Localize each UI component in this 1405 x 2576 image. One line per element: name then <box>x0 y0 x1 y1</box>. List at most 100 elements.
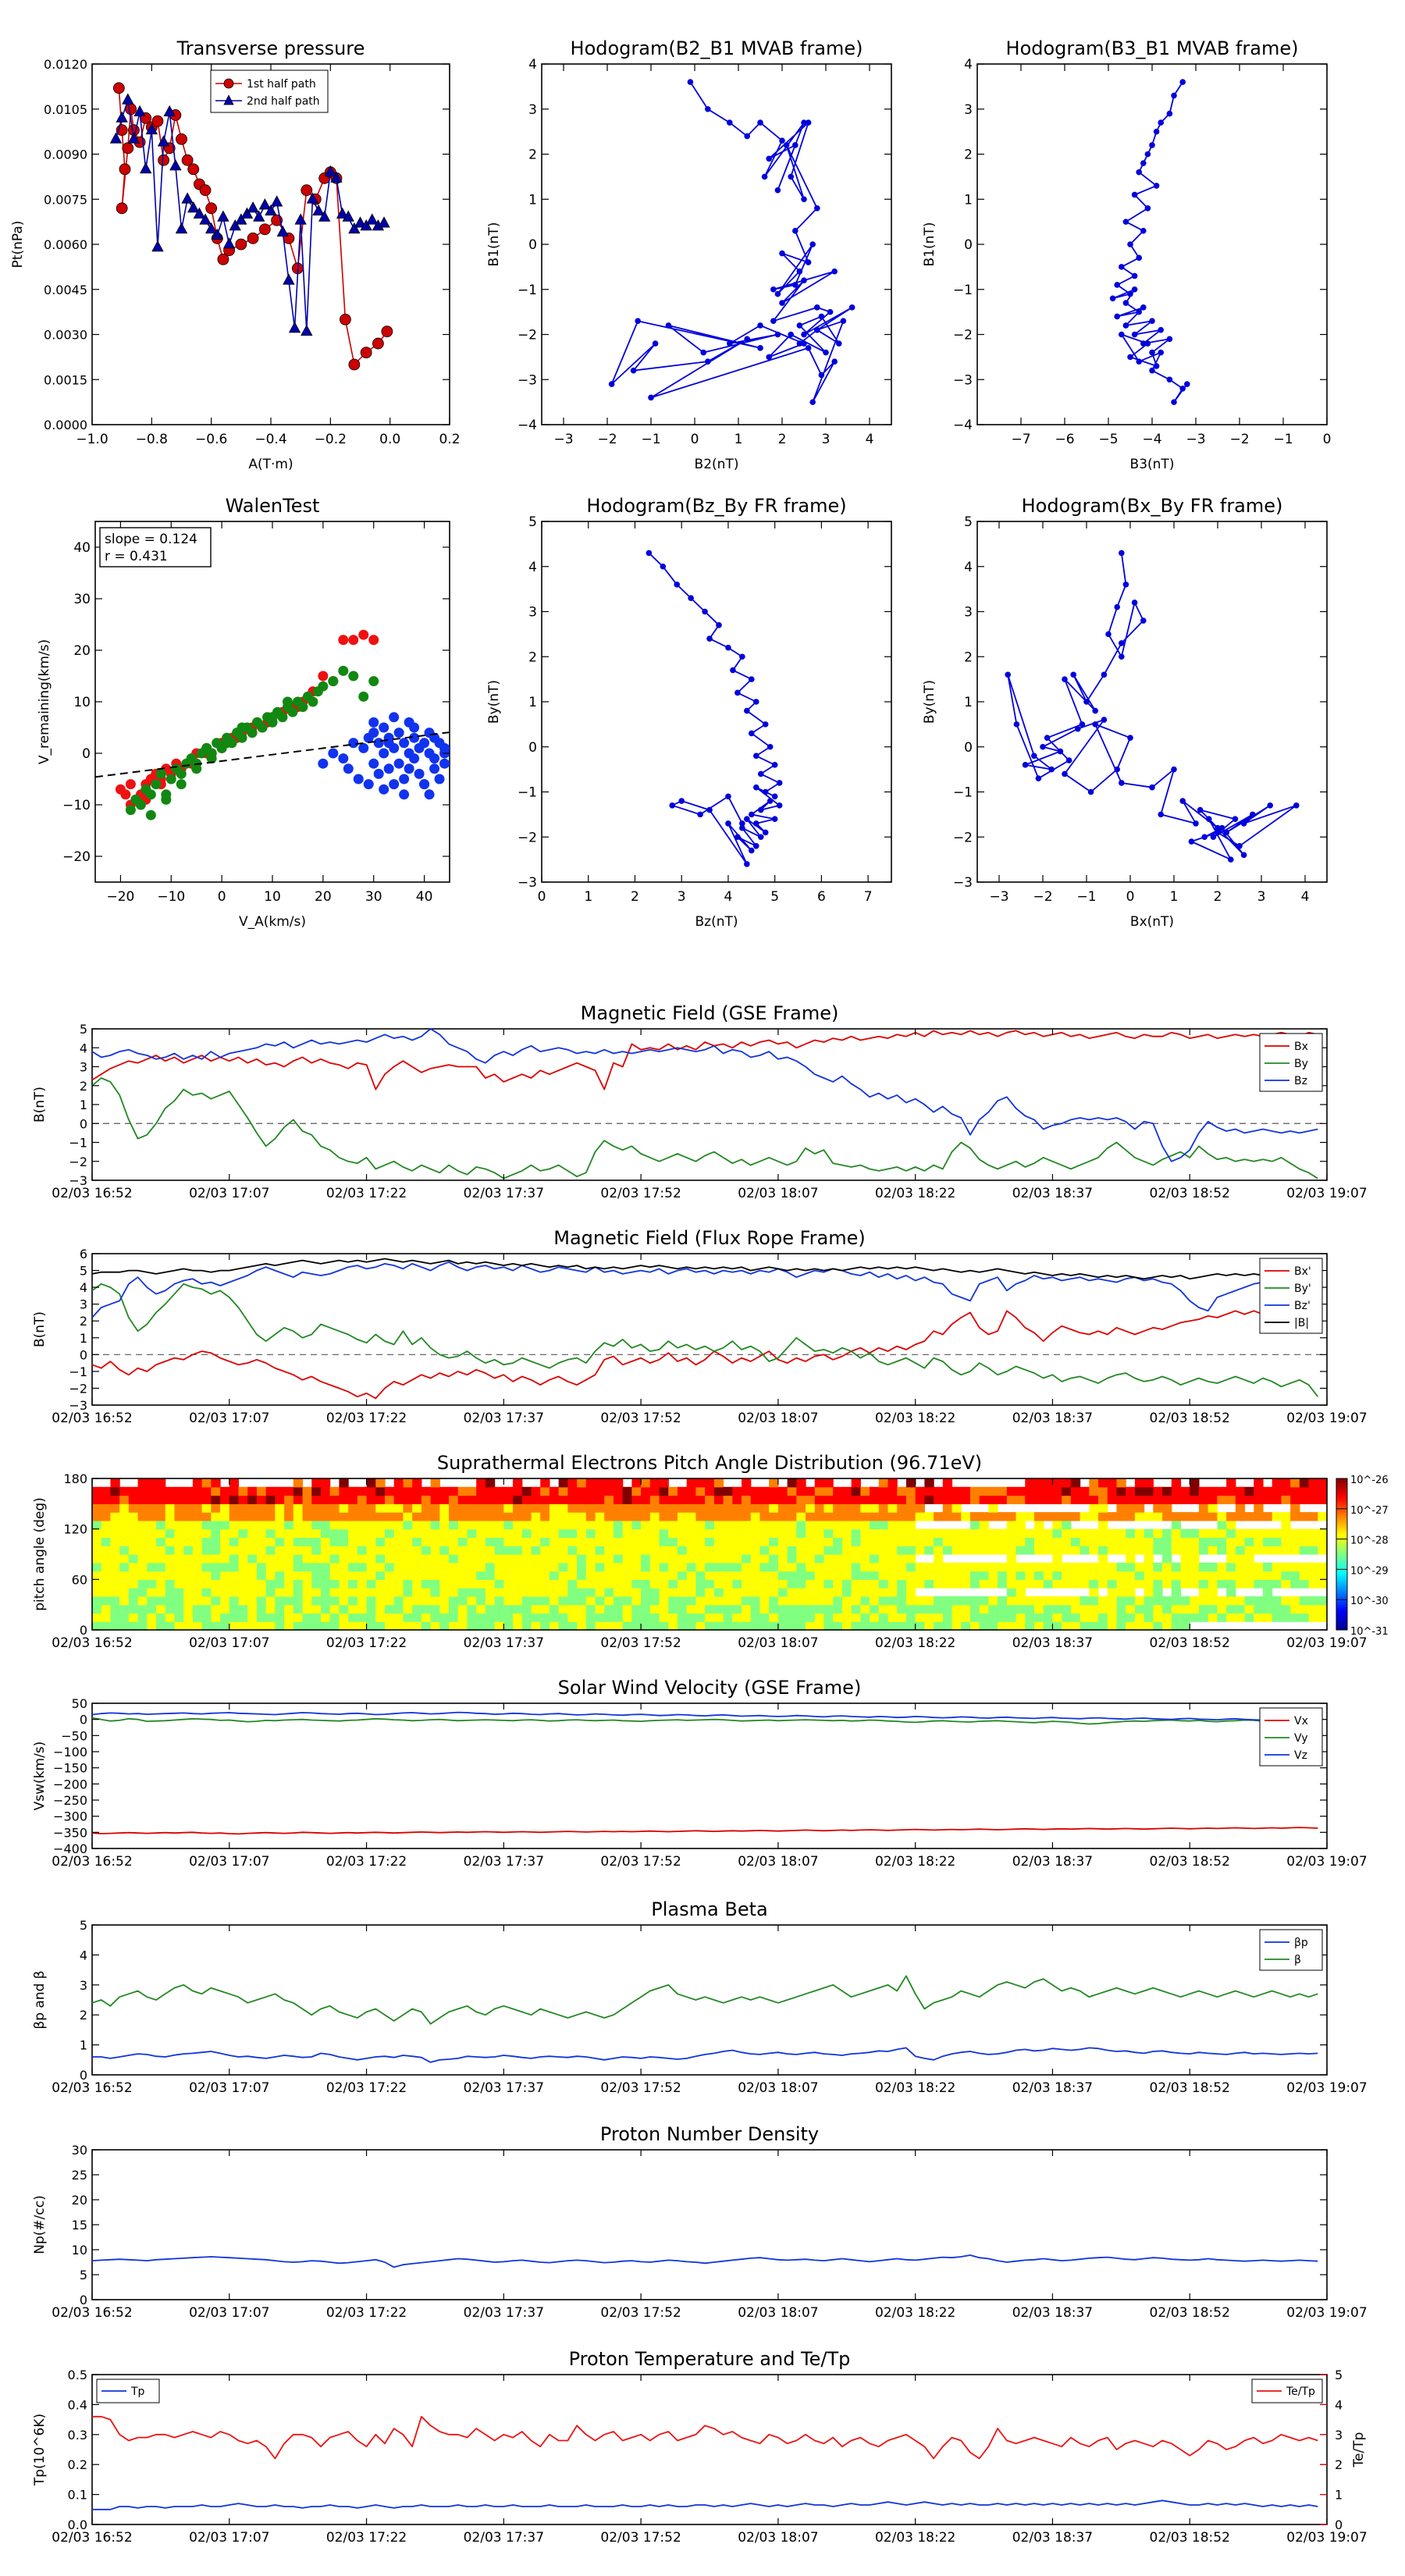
walen-fit-line <box>94 731 450 778</box>
hodogram-point <box>1062 676 1068 682</box>
y-tick-label: 4 <box>964 57 973 73</box>
heatmap-cell <box>595 1495 605 1504</box>
heatmap-cell <box>549 1520 560 1530</box>
heatmap-cell <box>467 1512 477 1521</box>
hodogram-point <box>739 820 745 827</box>
heatmap-cell <box>540 1512 550 1521</box>
heatmap-cell <box>329 1621 340 1631</box>
heatmap-cell <box>841 1571 852 1580</box>
y-tick-label: −2 <box>69 1381 87 1396</box>
hodogram-point <box>725 820 731 827</box>
heatmap-cell <box>1208 1588 1218 1597</box>
heatmap-cell <box>128 1621 139 1631</box>
heatmap-cell <box>339 1571 349 1580</box>
hodogram-point <box>630 367 637 374</box>
heatmap-cell <box>961 1604 971 1614</box>
heatmap-cell <box>750 1613 761 1622</box>
heatmap-cell <box>302 1520 312 1530</box>
heatmap-cell <box>934 1621 944 1631</box>
heatmap-cell <box>915 1528 925 1539</box>
heatmap-cell <box>777 1571 788 1580</box>
walen-point <box>120 789 131 800</box>
walen-point <box>328 748 339 759</box>
heatmap-cell <box>339 1503 349 1513</box>
y-tick-label: 3 <box>528 605 537 621</box>
pressure-point-circle <box>235 238 247 251</box>
x-tick-label: 0.0 <box>379 432 400 447</box>
heatmap-cell <box>421 1604 432 1614</box>
heatmap-cell <box>750 1604 761 1614</box>
heatmap-cell <box>713 1520 724 1530</box>
heatmap-cell <box>750 1579 761 1589</box>
heatmap-cell <box>622 1486 632 1496</box>
heatmap-cell <box>293 1503 304 1513</box>
heatmap-cell <box>1190 1486 1200 1496</box>
time-tick-label: 02/03 18:22 <box>875 1186 955 1201</box>
heatmap-cell <box>1144 1579 1154 1589</box>
heatmap-cell <box>567 1512 578 1521</box>
heatmap-cell <box>887 1495 898 1504</box>
heatmap-cell <box>393 1503 404 1513</box>
heatmap-cell <box>668 1579 678 1589</box>
heatmap-cell <box>375 1512 386 1521</box>
heatmap-cell <box>1190 1604 1200 1614</box>
heatmap-cell <box>1318 1478 1328 1488</box>
heatmap-cell <box>806 1562 816 1572</box>
heatmap-cell <box>604 1537 614 1546</box>
heatmap-cell <box>1006 1621 1017 1631</box>
heatmap-cell <box>403 1503 413 1513</box>
heatmap-cell <box>229 1486 240 1496</box>
heatmap-cell <box>1281 1579 1291 1589</box>
heatmap-cell <box>668 1528 678 1539</box>
pressure-point-triangle <box>217 210 229 222</box>
heatmap-cell <box>806 1495 816 1504</box>
heatmap-cell <box>540 1571 550 1580</box>
heatmap-cell <box>713 1546 724 1555</box>
heatmap-cell <box>668 1588 678 1597</box>
heatmap-cell <box>814 1613 825 1622</box>
heatmap-cell <box>823 1512 834 1521</box>
heatmap-cell <box>686 1579 697 1589</box>
heatmap-cell <box>311 1520 322 1530</box>
heatmap-cell <box>915 1613 925 1622</box>
heatmap-cell <box>348 1579 358 1589</box>
heatmap-cell <box>723 1554 733 1564</box>
heatmap-cell <box>449 1546 459 1555</box>
heatmap-cell <box>998 1486 1008 1496</box>
heatmap-cell <box>183 1579 194 1589</box>
heatmap-cell <box>870 1604 880 1614</box>
heatmap-cell <box>531 1571 541 1580</box>
heatmap-cell <box>439 1588 450 1597</box>
heatmap-cell <box>137 1478 148 1488</box>
heatmap-cell <box>659 1596 669 1606</box>
heatmap-cell <box>934 1546 944 1555</box>
hodogram-point <box>725 644 731 651</box>
heatmap-cell <box>275 1604 285 1614</box>
heatmap-cell <box>585 1520 596 1530</box>
heatmap-cell <box>1006 1562 1017 1572</box>
heatmap-cell <box>412 1554 422 1564</box>
heatmap-cell <box>457 1571 468 1580</box>
heatmap-cell <box>659 1621 669 1631</box>
heatmap-cell <box>311 1571 322 1580</box>
heatmap-cell <box>870 1512 880 1521</box>
heatmap-cell <box>275 1537 285 1546</box>
heatmap-cell <box>1262 1604 1273 1614</box>
heatmap-cell <box>823 1520 834 1530</box>
heatmap-cell <box>951 1562 962 1572</box>
y-axis-label: Pt(nPa) <box>10 221 26 269</box>
y-tick-label: 0 <box>528 237 537 253</box>
heatmap-cell <box>1025 1621 1035 1631</box>
heatmap-cell <box>1062 1604 1072 1614</box>
heatmap-cell <box>1318 1528 1328 1539</box>
heatmap-cell <box>247 1495 258 1504</box>
heatmap-cell <box>403 1579 413 1589</box>
heatmap-cell <box>311 1562 322 1572</box>
pressure-point-triangle <box>169 159 182 171</box>
heatmap-cell <box>750 1512 761 1521</box>
heatmap-cell <box>1272 1512 1282 1521</box>
heatmap-cell <box>796 1562 806 1572</box>
heatmap-cell <box>302 1588 312 1597</box>
legend-label: β <box>1294 1954 1301 1966</box>
heatmap-cell <box>851 1486 861 1496</box>
